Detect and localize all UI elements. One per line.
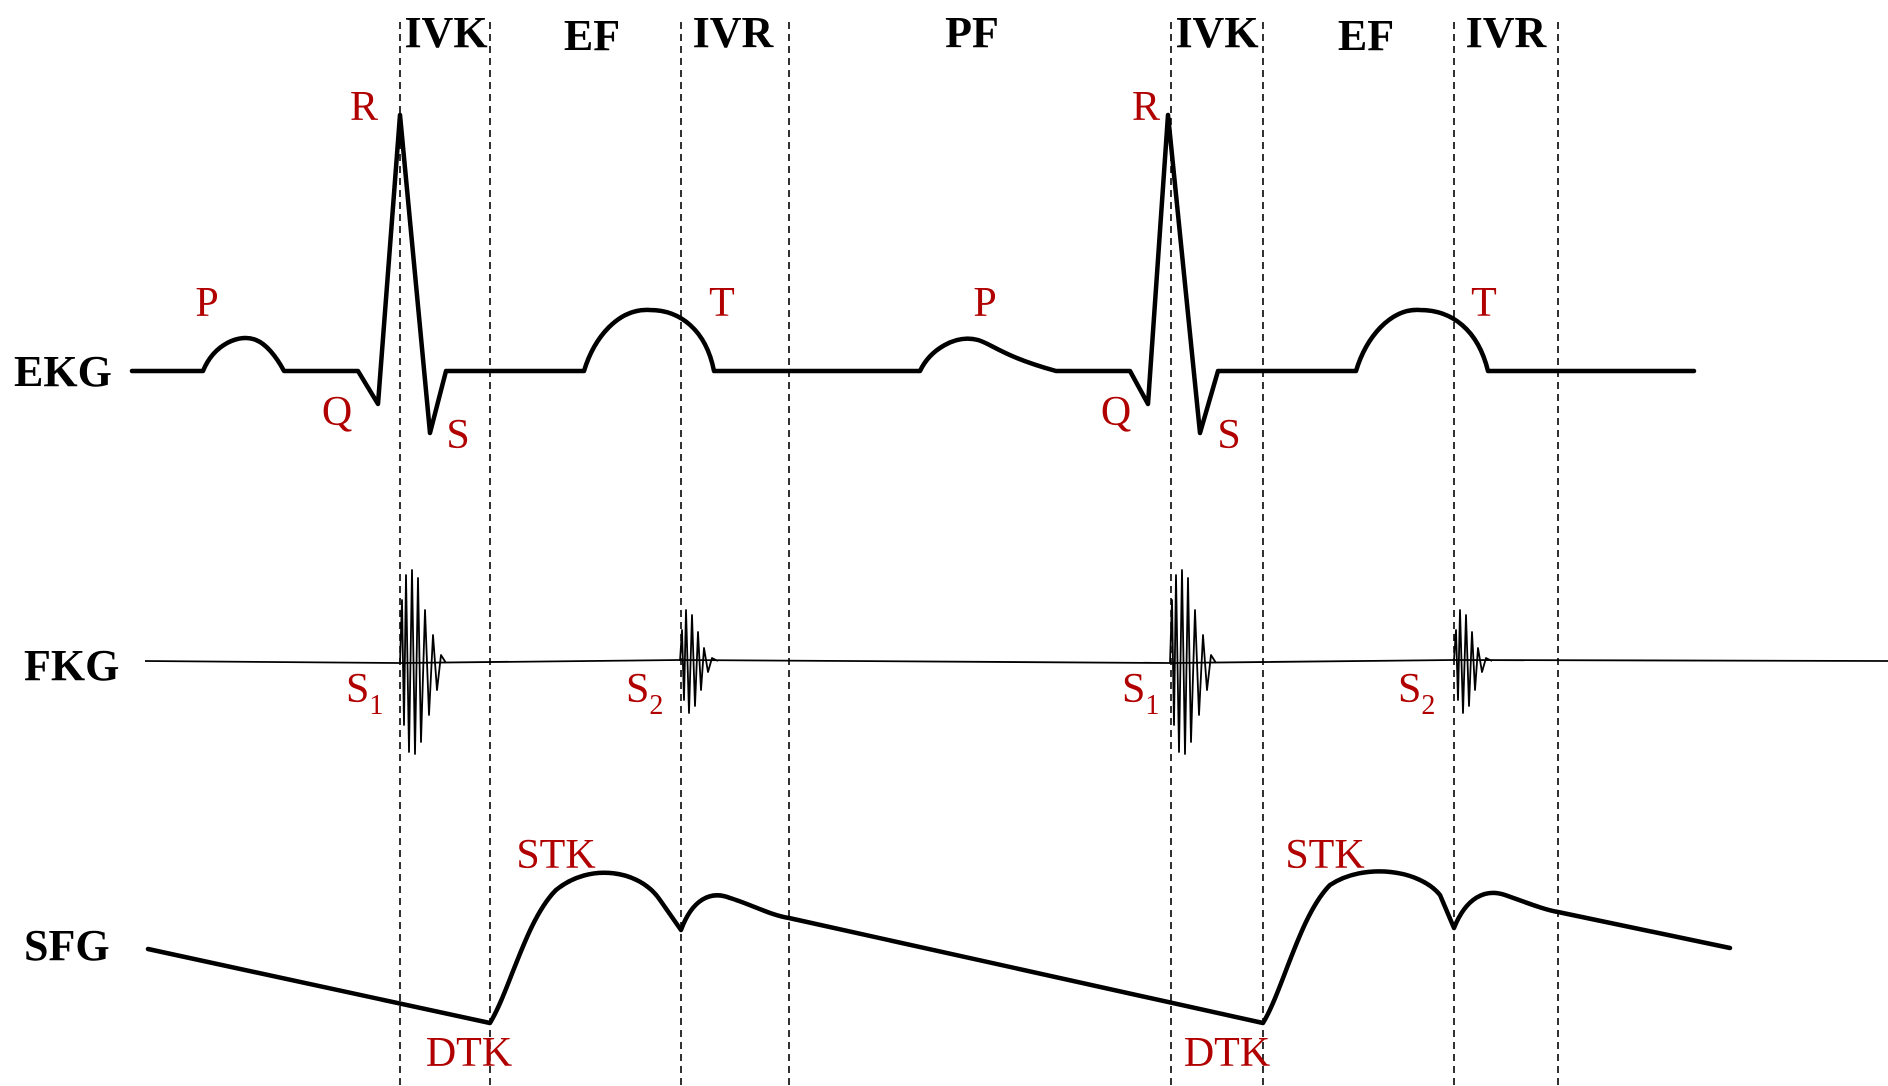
q-wave-label: Q (322, 389, 352, 435)
fkg-baseline (144, 659, 1888, 664)
phase-guide-lines (399, 22, 1559, 1086)
ekg-waveform (129, 112, 1697, 436)
fkg-trace-label: FKG (24, 641, 119, 690)
heart-sound-s1-burst (399, 569, 447, 755)
q-wave-label: Q (1101, 389, 1131, 435)
p-wave-label: P (973, 280, 996, 326)
p-wave-label: P (195, 280, 218, 326)
s-wave-label: S (446, 412, 469, 458)
phase-headers: IVK EF IVR PF IVK EF IVR (404, 8, 1547, 60)
phase-label: EF (564, 11, 620, 60)
s1-label: S1 (1122, 666, 1159, 721)
phase-label: EF (1338, 11, 1394, 60)
sfg-point-labels: STK DTK STK DTK (426, 832, 1365, 1076)
phase-label: IVK (404, 8, 487, 57)
dtk-label: DTK (426, 1030, 512, 1076)
sfg-trace-label: SFG (24, 921, 110, 970)
phase-label: IVR (1466, 8, 1548, 57)
dtk-label: DTK (1184, 1030, 1270, 1076)
r-wave-label: R (350, 84, 378, 130)
s2-label: S2 (626, 666, 663, 721)
heart-sound-s1-burst (1169, 569, 1217, 755)
s2-label: S2 (1398, 666, 1435, 721)
phase-label: PF (945, 8, 999, 57)
s1-label: S1 (346, 666, 383, 721)
sfg-waveform (145, 869, 1733, 1026)
t-wave-label: T (1471, 280, 1497, 326)
ekg-wave-labels: P R Q S T P R Q S T (195, 84, 1497, 458)
stk-label: STK (516, 832, 595, 878)
heart-sound-s2-burst (679, 609, 719, 714)
r-wave-label: R (1132, 84, 1160, 130)
ekg-trace-label: EKG (14, 347, 112, 396)
t-wave-label: T (709, 280, 735, 326)
s-wave-label: S (1217, 412, 1240, 458)
phase-label: IVK (1175, 8, 1258, 57)
stk-label: STK (1285, 832, 1364, 878)
phase-label: IVR (693, 8, 775, 57)
heart-sound-s2-burst (1453, 609, 1493, 714)
heart-sound-labels: S1 S2 S1 S2 (346, 666, 1435, 721)
